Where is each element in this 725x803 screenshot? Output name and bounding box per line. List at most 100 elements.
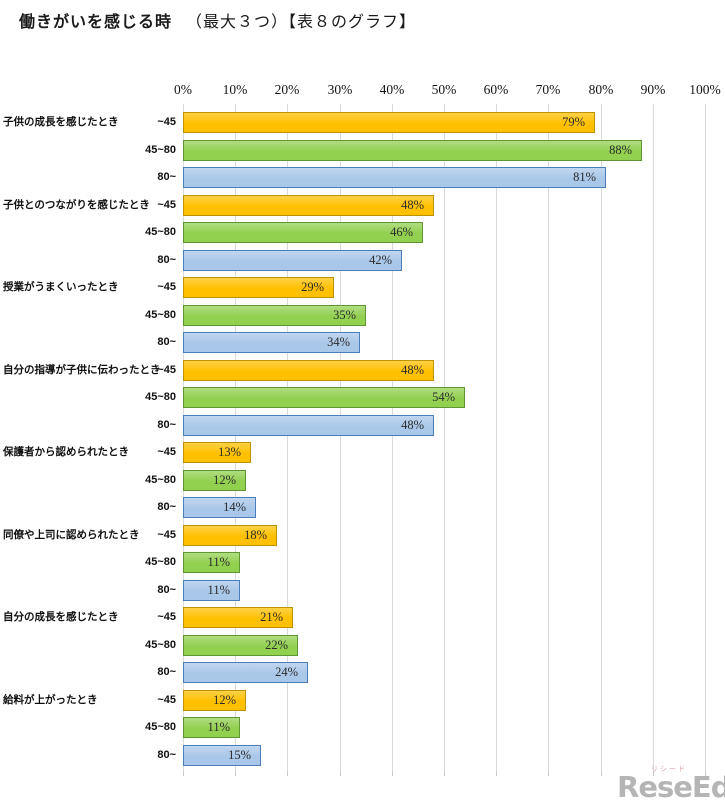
age-group-label: ~45	[157, 529, 176, 541]
x-axis-tick-label: 0%	[174, 82, 192, 97]
bar: 18%	[183, 525, 277, 546]
x-axis-tick-label: 100%	[689, 82, 721, 97]
grid-line	[340, 104, 341, 771]
age-group-label: 80~	[157, 666, 176, 678]
bar-value-label: 15%	[228, 748, 251, 762]
bar: 34%	[183, 332, 360, 353]
category-label: 子供とのつながりを感じたとき	[3, 199, 150, 211]
bar: 11%	[183, 552, 240, 573]
grid-line	[235, 104, 236, 771]
category-label: 保護者から認められたとき	[3, 446, 129, 458]
age-group-label: 80~	[157, 501, 176, 513]
bar-value-label: 48%	[401, 363, 424, 377]
bar: 81%	[183, 167, 606, 188]
age-group-label: 80~	[157, 336, 176, 348]
chart-title-suffix: （最大３つ）【表８のグラフ】	[186, 14, 417, 31]
bar-value-label: 79%	[562, 115, 585, 129]
age-group-label: 80~	[157, 171, 176, 183]
bar: 35%	[183, 305, 366, 326]
grid-line	[392, 104, 393, 771]
x-axis-tick-label: 60%	[483, 82, 509, 97]
bar-value-label: 48%	[401, 418, 424, 432]
reseed-logo: リシード ReseEd	[617, 766, 725, 803]
age-group-label: 45~80	[145, 144, 176, 156]
x-axis-tick	[653, 771, 654, 776]
x-axis-tick-label: 80%	[588, 82, 614, 97]
x-axis-tick-label: 10%	[222, 82, 248, 97]
x-axis-tick	[340, 771, 341, 776]
bar: 12%	[183, 470, 246, 491]
bar: 14%	[183, 497, 256, 518]
category-label: 自分の成長を感じたとき	[3, 611, 119, 623]
category-label: 自分の指導が子供に伝わったとき	[3, 364, 161, 376]
bar-value-label: 21%	[260, 610, 283, 624]
bar-value-label: 11%	[207, 583, 230, 597]
bar-value-label: 42%	[369, 253, 392, 267]
x-axis-tick-label: 40%	[379, 82, 405, 97]
bar-value-label: 81%	[573, 170, 596, 184]
bar: 21%	[183, 607, 293, 628]
x-axis-tick	[183, 771, 184, 776]
age-group-label: 80~	[157, 254, 176, 266]
age-group-label: 45~80	[145, 474, 176, 486]
logo-text: ReseEd	[617, 770, 725, 803]
x-axis-tick-label: 90%	[640, 82, 666, 97]
age-group-label: ~45	[157, 364, 176, 376]
x-axis-tick	[444, 771, 445, 776]
bar: 54%	[183, 387, 465, 408]
chart-title-main: 働きがいを感じる時	[19, 14, 173, 31]
bar-value-label: 34%	[327, 335, 350, 349]
bar: 29%	[183, 277, 334, 298]
x-axis-tick-label: 50%	[431, 82, 457, 97]
x-axis-tick	[548, 771, 549, 776]
bar: 79%	[183, 112, 595, 133]
bar: 48%	[183, 360, 434, 381]
bar: 48%	[183, 195, 434, 216]
bar-value-label: 11%	[207, 555, 230, 569]
x-axis-tick-label: 70%	[535, 82, 561, 97]
age-group-label: 80~	[157, 584, 176, 596]
grid-line	[705, 104, 706, 771]
bar-value-label: 29%	[301, 280, 324, 294]
x-axis-tick	[705, 771, 706, 776]
x-axis-tick	[601, 771, 602, 776]
x-axis-tick	[287, 771, 288, 776]
logo-ruby-text: リシード	[651, 766, 687, 773]
x-axis-tick-label: 30%	[327, 82, 353, 97]
grid-line	[653, 104, 654, 771]
bar-value-label: 88%	[609, 143, 632, 157]
age-group-label: ~45	[157, 281, 176, 293]
age-group-label: 80~	[157, 749, 176, 761]
x-axis-tick	[235, 771, 236, 776]
chart-title: 働きがいを感じる時 （最大３つ）【表８のグラフ】	[19, 8, 416, 32]
grid-line	[183, 104, 184, 771]
bar: 48%	[183, 415, 434, 436]
age-group-label: ~45	[157, 199, 176, 211]
bar: 22%	[183, 635, 298, 656]
bar-value-label: 48%	[401, 198, 424, 212]
grid-line	[601, 104, 602, 771]
bar: 11%	[183, 580, 240, 601]
grid-line	[444, 104, 445, 771]
bar-value-label: 22%	[265, 638, 288, 652]
grid-line	[548, 104, 549, 771]
age-group-label: ~45	[157, 446, 176, 458]
grid-line	[287, 104, 288, 771]
category-label: 授業がうまくいったとき	[3, 281, 119, 293]
age-group-label: 45~80	[145, 639, 176, 651]
bar-value-label: 46%	[390, 225, 413, 239]
bar: 46%	[183, 222, 423, 243]
category-label: 子供の成長を感じたとき	[3, 116, 119, 128]
category-label: 給料が上がったとき	[3, 694, 98, 706]
bar: 24%	[183, 662, 308, 683]
bar-value-label: 11%	[207, 720, 230, 734]
bar-value-label: 24%	[275, 665, 298, 679]
x-axis-tick	[496, 771, 497, 776]
bar-value-label: 18%	[244, 528, 267, 542]
category-label: 同僚や上司に認められたとき	[3, 529, 140, 541]
grid-line	[496, 104, 497, 771]
age-group-label: 45~80	[145, 226, 176, 238]
age-group-label: 45~80	[145, 556, 176, 568]
